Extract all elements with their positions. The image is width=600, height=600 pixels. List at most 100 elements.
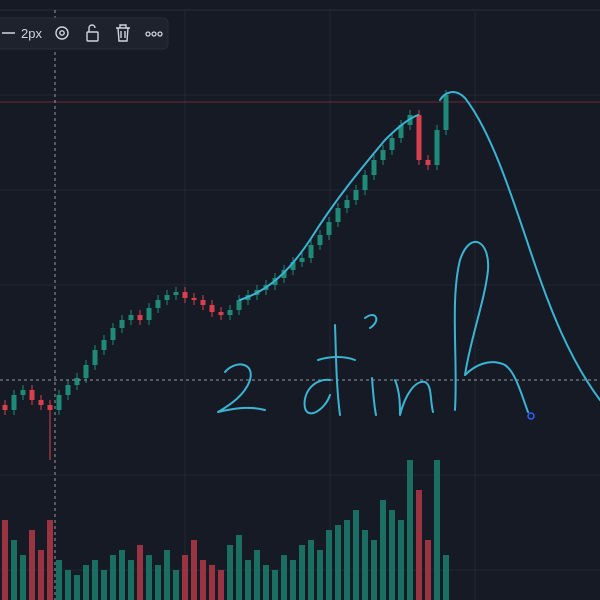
drawing-toolbar: 2px xyxy=(0,17,169,50)
freehand-drawing xyxy=(217,91,600,416)
volume-bar xyxy=(173,570,179,600)
volume-bar xyxy=(407,460,413,600)
candle-body xyxy=(47,405,53,410)
candle-body xyxy=(398,125,404,138)
candle-body xyxy=(119,320,125,328)
candle-body xyxy=(182,292,188,298)
line-width-label[interactable]: 2px xyxy=(21,26,42,41)
candle-body xyxy=(200,300,206,305)
volume-bar xyxy=(182,555,188,600)
volume-bar xyxy=(398,520,404,600)
gear-center[interactable] xyxy=(59,30,65,36)
candle-body xyxy=(2,405,8,410)
volume-bar xyxy=(2,520,8,600)
candle-body xyxy=(38,400,44,405)
volume-bar xyxy=(101,570,107,600)
volume-bar xyxy=(29,530,35,600)
candle-body xyxy=(299,258,305,262)
candle-body xyxy=(164,295,170,300)
volume-bar xyxy=(425,540,431,600)
volume-bar xyxy=(92,560,98,600)
volume-bar xyxy=(254,550,260,600)
drawing-letter xyxy=(394,379,434,416)
candle-body xyxy=(128,315,134,320)
volume-bar xyxy=(56,560,62,600)
candle-body xyxy=(209,305,215,312)
volume-bar xyxy=(20,555,26,600)
dot[interactable] xyxy=(157,31,163,37)
lock-body[interactable] xyxy=(86,31,99,42)
candle-body xyxy=(65,385,71,395)
volume-bar xyxy=(110,555,116,600)
volume-bar xyxy=(443,555,449,600)
candle-body xyxy=(56,395,62,410)
delete-button[interactable] xyxy=(116,24,130,42)
volume-bar xyxy=(128,560,134,600)
candle-body xyxy=(146,308,152,320)
candle-body xyxy=(353,190,359,200)
volume-bar xyxy=(218,570,224,600)
volume-bar xyxy=(434,460,440,600)
candle-body xyxy=(236,300,242,310)
volume-bar xyxy=(308,540,314,600)
candle-body xyxy=(74,378,80,385)
candle-body xyxy=(326,222,332,235)
volume-bar xyxy=(263,565,269,600)
volume-bar xyxy=(227,545,233,600)
volume-bar xyxy=(236,535,242,600)
candle-body xyxy=(281,270,287,278)
gear-icon[interactable] xyxy=(55,26,69,40)
volume-bar xyxy=(335,525,341,600)
volume-bar xyxy=(317,550,323,600)
volume-bar xyxy=(83,565,89,600)
drawing-digit xyxy=(217,363,266,413)
drawing-handle[interactable] xyxy=(527,412,535,420)
volume-bar xyxy=(326,530,332,600)
candle-body xyxy=(389,138,395,150)
candle-body xyxy=(29,390,35,400)
volume-bar xyxy=(290,560,296,600)
drawing-curve xyxy=(239,91,600,401)
candle-body xyxy=(173,292,179,295)
settings-button[interactable] xyxy=(55,26,69,40)
candle-body xyxy=(110,328,116,340)
lock-shackle[interactable] xyxy=(88,24,96,32)
candle-body xyxy=(308,245,314,258)
candle-body xyxy=(362,175,368,190)
candle-body xyxy=(434,130,440,165)
volume-bar xyxy=(389,510,395,600)
volume-bar xyxy=(281,555,287,600)
dot[interactable] xyxy=(151,31,157,37)
candle-body xyxy=(218,312,224,315)
candle-body xyxy=(335,208,341,222)
candle-body xyxy=(371,160,377,175)
candle-body xyxy=(137,315,143,320)
drawing-letter xyxy=(364,314,378,416)
candle-body xyxy=(344,200,350,208)
candle-body xyxy=(416,115,422,160)
volume-bar xyxy=(191,540,197,600)
volume-bar xyxy=(65,570,71,600)
volume-bar xyxy=(416,490,422,600)
more-button[interactable] xyxy=(145,31,163,37)
volume-bar xyxy=(38,550,44,600)
candle-body xyxy=(380,150,386,160)
dot[interactable] xyxy=(145,31,151,37)
drawing-letter xyxy=(303,324,356,416)
lock-button[interactable] xyxy=(86,24,99,42)
volume-bar xyxy=(200,560,206,600)
candle-body xyxy=(11,395,17,410)
trash-icon[interactable] xyxy=(116,24,130,42)
volume-bar xyxy=(299,545,305,600)
candle-body xyxy=(155,300,161,308)
candle-body xyxy=(83,365,89,378)
drawing-letter xyxy=(453,240,529,413)
candle-body xyxy=(425,160,431,165)
volume-bar xyxy=(272,570,278,600)
volume-bar xyxy=(362,530,368,600)
volume-bar xyxy=(245,560,251,600)
volume-bar xyxy=(137,545,143,600)
candle-body xyxy=(443,95,449,130)
